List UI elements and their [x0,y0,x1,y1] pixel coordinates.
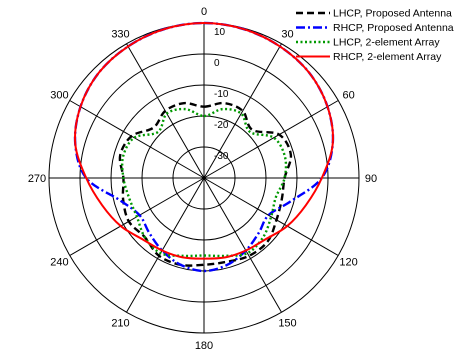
radial-tick-label: -20 [214,120,229,131]
radial-tick-label: 0 [214,58,220,69]
series-line-1 [118,101,293,267]
angle-tick-label: 180 [195,340,213,352]
angle-tick-label: 270 [28,173,46,185]
angle-tick-label: 300 [50,90,68,102]
legend-entry: LHCP, Proposed Antenna [333,8,452,20]
series-line-3 [120,107,288,258]
legend-entry: LHCP, 2-element Array [333,37,440,49]
angle-tick-label: 330 [111,28,129,40]
tick-labels: 0 30 60 90 120 150 180 210 240 270 300 330 10 0 -10 -20… [28,6,377,352]
series-line-4 [74,22,334,260]
angle-tick-label: 30 [281,28,293,40]
angle-spoke [69,100,205,179]
data-series [73,21,335,273]
angle-spoke [203,177,339,256]
radial-tick-label: 10 [214,27,226,38]
angle-spokes [49,23,359,333]
legend-entry: RHCP, Proposed Antenna [333,22,454,34]
radial-tick-label: -30 [214,151,229,162]
angle-spoke [203,43,282,179]
angle-tick-label: 210 [111,318,129,330]
angle-tick-label: 120 [339,257,357,269]
angle-spoke [203,177,282,313]
angle-tick-label: 60 [342,90,354,102]
angle-spoke [126,177,205,313]
angle-spoke [203,100,339,179]
angle-tick-label: 0 [201,6,207,18]
legend: LHCP, Proposed Antenna RHCP, Proposed Ant… [296,8,454,63]
angle-tick-label: 150 [278,318,296,330]
radial-tick-label: -10 [214,89,229,100]
angle-tick-label: 240 [50,257,68,269]
legend-entry: RHCP, 2-element Array [333,51,442,63]
angle-tick-label: 90 [365,173,377,185]
